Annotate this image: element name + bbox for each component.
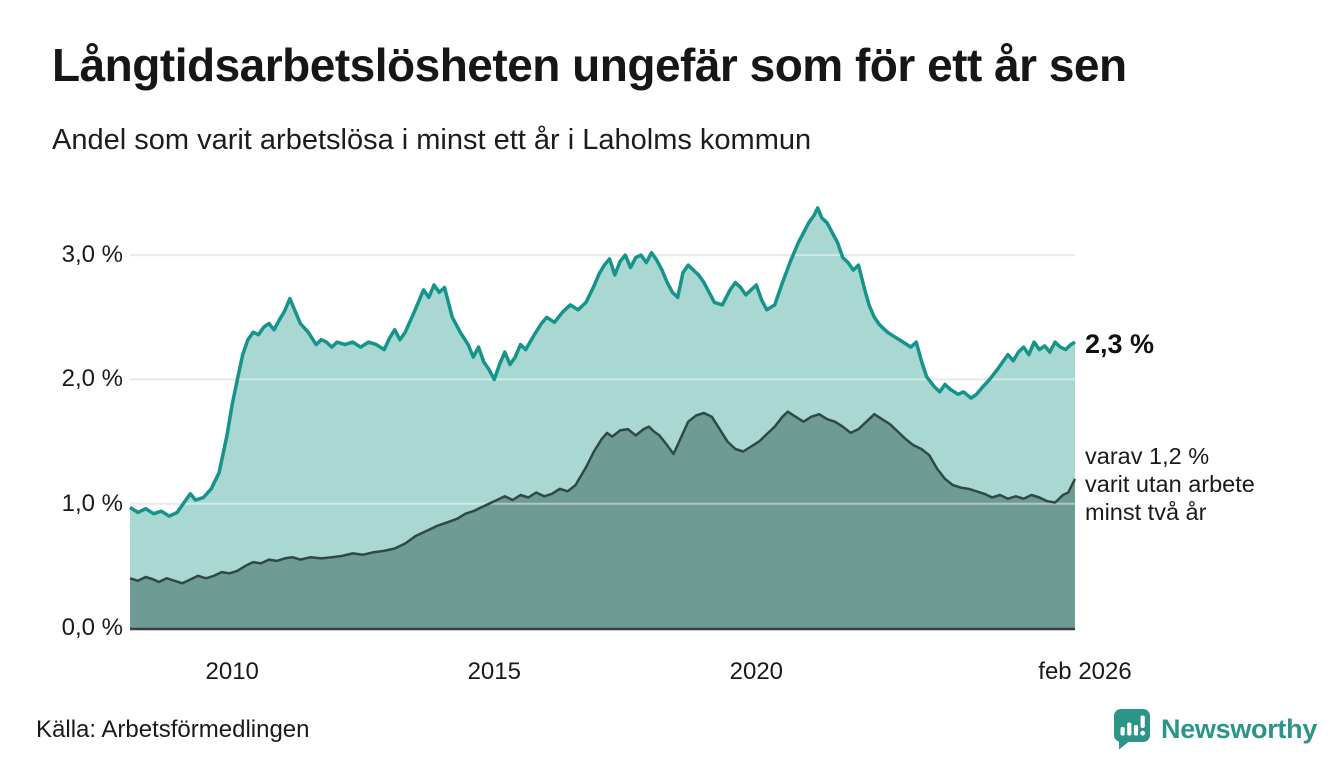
x-tick-label: 2015 xyxy=(467,658,521,685)
secondary-value-label: varav 1,2 % varit utan arbete minst två … xyxy=(1085,442,1255,526)
secondary-line1: varav 1,2 % xyxy=(1085,443,1210,469)
line-total-unemployed xyxy=(129,206,1076,518)
source-caption: Källa: Arbetsförmedlingen xyxy=(36,716,310,743)
line-two-years-unemployed xyxy=(129,410,1077,585)
newsworthy-logo: Newsworthy xyxy=(1112,707,1317,751)
page-subtitle: Andel som varit arbetslösa i minst ett å… xyxy=(52,124,812,156)
y-tick-label: 1,0 % xyxy=(61,489,123,517)
x-tick-label: 2020 xyxy=(729,658,784,685)
area-two-years-unemployed xyxy=(130,411,1075,628)
page-title: Långtidsarbetslösheten ungefär som för e… xyxy=(52,39,1127,91)
x-tick-label: 2010 xyxy=(205,658,259,685)
y-tick-label: 0,0 % xyxy=(61,614,123,641)
y-tick-label: 3,0 % xyxy=(61,241,123,269)
latest-value-label: 2,3 % xyxy=(1085,329,1155,359)
newsworthy-logo-icon xyxy=(1114,709,1150,750)
x-tick-label: feb 2026 xyxy=(1038,658,1132,685)
y-tick-label: 2,0 % xyxy=(61,365,123,393)
newsworthy-logo-text: Newsworthy xyxy=(1161,713,1318,744)
secondary-line3: minst två år xyxy=(1085,499,1207,525)
secondary-line2: varit utan arbete xyxy=(1085,471,1255,497)
